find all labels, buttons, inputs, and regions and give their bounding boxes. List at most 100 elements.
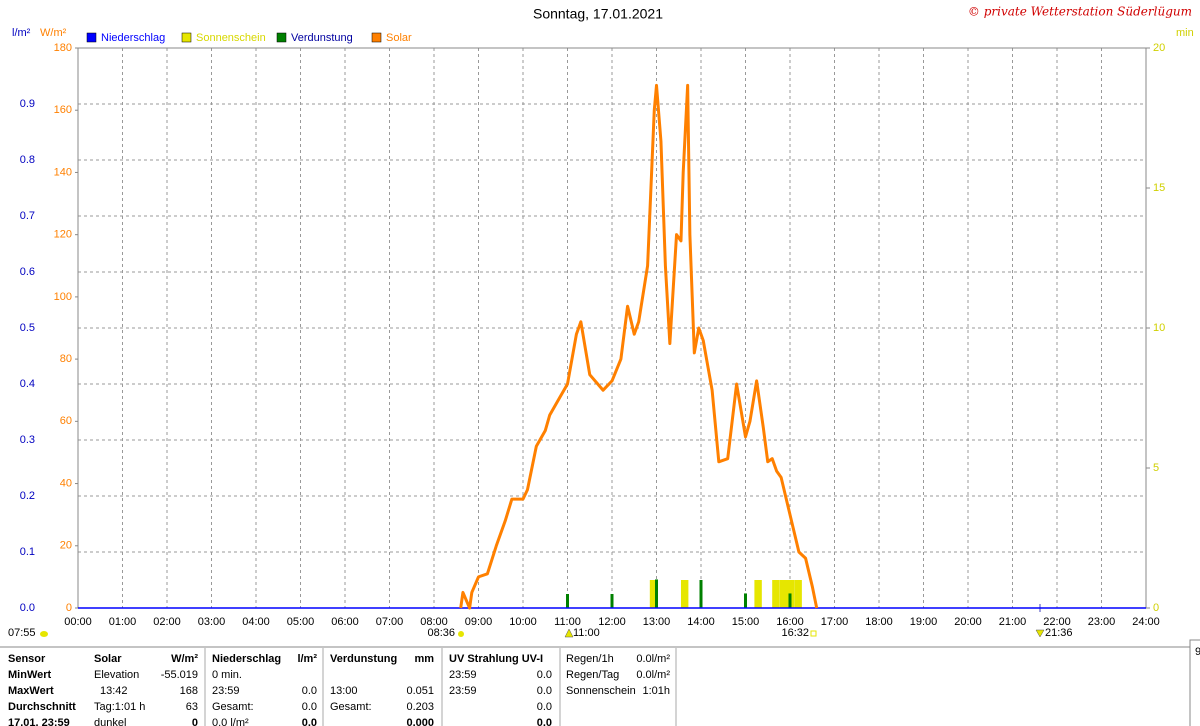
legend-swatch [276, 32, 287, 43]
time-annotation: 07:55 [8, 627, 36, 639]
x-tick-label: 06:00 [331, 616, 359, 628]
table-cell: 0.0 [537, 669, 552, 681]
table-cell: 0.051 [406, 685, 434, 697]
sunshine-bar [649, 580, 658, 608]
y-tick-label: 40 [60, 477, 72, 489]
y-tick-label: 80 [60, 353, 72, 365]
sunshine-bar [680, 580, 689, 608]
block-header: Solar [94, 653, 122, 665]
sun-icon [458, 631, 464, 637]
y-tick-label: 100 [54, 291, 72, 303]
table-cell: 63 [186, 701, 198, 713]
table-cell: 23:59 [449, 669, 477, 681]
table-cell: 0.0 [302, 701, 317, 713]
x-tick-label: 23:00 [1088, 616, 1116, 628]
y3-tick-label: 20 [1153, 42, 1165, 54]
table-cell: 0.0l/m² [636, 653, 670, 665]
table-cell: 13:42 [100, 685, 128, 697]
time-annotation: 21:36 [1045, 627, 1073, 639]
evaporation-bar [566, 594, 569, 608]
block-header: W/m² [171, 653, 198, 665]
table-cell: 0.0 [537, 717, 552, 726]
x-tick-label: 16:00 [776, 616, 804, 628]
axis-unit: W/m² [40, 27, 67, 39]
block-header: l/m² [297, 653, 317, 665]
table-cell: Gesamt: [330, 701, 372, 713]
y-tick-label: 20 [60, 540, 72, 552]
y2-tick-label: 0.4 [20, 378, 35, 390]
legend-label: Sonnenschein [196, 32, 266, 44]
x-tick-label: 18:00 [865, 616, 893, 628]
x-tick-label: 20:00 [954, 616, 982, 628]
axis-unit: l/m² [12, 27, 31, 39]
x-tick-label: 12:00 [598, 616, 626, 628]
table-cell: Regen/1h [566, 653, 614, 665]
moon-icon [1035, 629, 1045, 638]
y-tick-label: 180 [54, 42, 72, 54]
legend-label: Verdunstung [291, 32, 353, 44]
x-tick-label: 15:00 [732, 616, 760, 628]
table-cell: 0.0 [537, 701, 552, 713]
legend-swatch [371, 32, 382, 43]
time-annotation: 11:00 [573, 627, 600, 639]
x-tick-label: 08:00 [420, 616, 448, 628]
table-cell: Sonnenschein [566, 685, 636, 697]
table-cell: 23:59 [212, 685, 240, 697]
evaporation-bar [788, 593, 792, 608]
y3-tick-label: 5 [1153, 462, 1159, 474]
legend-swatch [86, 32, 97, 43]
legend-label: Niederschlag [101, 32, 165, 44]
block-header: Verdunstung [330, 653, 397, 665]
row-label: Sensor [8, 653, 46, 665]
y-tick-label: 60 [60, 415, 72, 427]
table-cell: Elevation [94, 669, 139, 681]
y2-tick-label: 0.0 [20, 602, 35, 614]
legend-swatch [181, 32, 192, 43]
axis-unit: min [1176, 27, 1194, 39]
sunshine-bar [754, 580, 762, 608]
y3-tick-label: 10 [1153, 322, 1165, 334]
x-tick-label: 10:00 [509, 616, 537, 628]
sun-icon [40, 631, 48, 637]
x-tick-label: 19:00 [910, 616, 938, 628]
noon-icon [564, 628, 574, 638]
copyright: © private Wetterstation Süderlügum [968, 5, 1192, 19]
legend-label: Solar [386, 32, 412, 44]
x-tick-label: 07:00 [376, 616, 404, 628]
table-cell: 13:00 [330, 685, 358, 697]
table-cell: 0.203 [406, 701, 434, 713]
x-tick-label: 24:00 [1132, 616, 1160, 628]
y2-tick-label: 0.5 [20, 322, 35, 334]
evaporation-bar [610, 594, 614, 608]
row-label: 17.01. 23:59 [8, 717, 70, 726]
table-cell: 0.0 [302, 717, 317, 726]
evaporation-bar [699, 580, 703, 608]
x-tick-label: 03:00 [198, 616, 226, 628]
y2-tick-label: 0.1 [20, 546, 35, 558]
table-cell: 23:59 [449, 685, 477, 697]
x-tick-label: 02:00 [153, 616, 181, 628]
y-tick-label: 140 [54, 166, 72, 178]
y-tick-label: 160 [54, 104, 72, 116]
time-annotation: 08:36 [427, 627, 455, 639]
row-label: MinWert [8, 669, 52, 681]
block-header: mm [414, 653, 434, 665]
x-tick-label: 14:00 [687, 616, 715, 628]
table-cell: 0.0 l/m² [212, 717, 249, 726]
table-cell: 0.0l/m² [636, 669, 670, 681]
y-tick-label: 0 [66, 602, 72, 614]
sunshine-bar [772, 580, 780, 608]
table-cell: 168 [180, 685, 198, 697]
table-cell: Tag:1:01 h [94, 701, 145, 713]
y2-tick-label: 0.8 [20, 154, 35, 166]
table-cell: 0.0 [537, 685, 552, 697]
evaporation-bar [744, 593, 747, 608]
y3-tick-label: 15 [1153, 182, 1165, 194]
table-cell: 0.0 [302, 685, 317, 697]
y2-tick-label: 0.6 [20, 266, 35, 278]
y2-tick-label: 0.2 [20, 490, 35, 502]
x-tick-label: 22:00 [1043, 616, 1071, 628]
table-cell: Regen/Tag [566, 669, 619, 681]
